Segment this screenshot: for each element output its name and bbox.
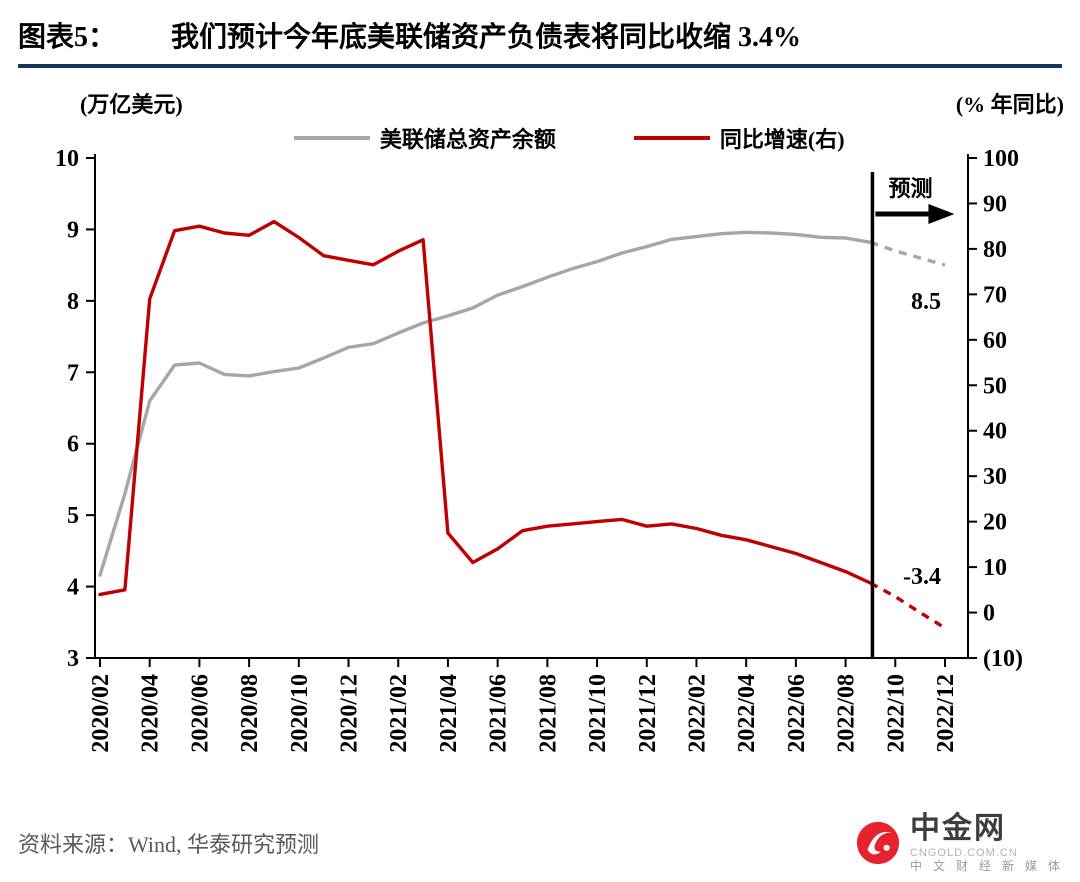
source-note: 资料来源：Wind, 华泰研究预测 xyxy=(18,832,319,858)
legend-label-assets: 美联储总资产余额 xyxy=(379,127,556,152)
svg-text:8: 8 xyxy=(67,289,79,315)
svg-text:2020/10: 2020/10 xyxy=(287,674,313,753)
svg-text:10: 10 xyxy=(983,555,1007,581)
svg-text:2021/06: 2021/06 xyxy=(486,674,512,753)
svg-text:20: 20 xyxy=(983,510,1007,536)
svg-text:2022/06: 2022/06 xyxy=(784,674,810,753)
svg-text:60: 60 xyxy=(983,328,1007,354)
svg-text:2020/04: 2020/04 xyxy=(138,674,164,753)
watermark-logo: 中金网 CNGOLD.COM.CN 中 文 财 经 新 媒 体 xyxy=(855,812,1064,874)
svg-text:2020/12: 2020/12 xyxy=(337,674,363,753)
svg-text:-3.4: -3.4 xyxy=(903,564,941,590)
legend-item-yoy: 同比增速(右) xyxy=(633,122,845,154)
svg-text:50: 50 xyxy=(983,373,1007,399)
svg-text:70: 70 xyxy=(983,282,1007,308)
legend-label-yoy: 同比增速(右) xyxy=(719,127,845,152)
left-axis-unit-label: (万亿美元) xyxy=(80,92,183,117)
title-divider xyxy=(18,64,1062,68)
svg-text:2022/12: 2022/12 xyxy=(933,674,959,753)
chart-svg: 3 4 5 6 7 8 9 10 (10) 0 10 20 30 40 50 60 70 80 90 100 2020/… xyxy=(55,150,1023,753)
figure-number: 图表5： xyxy=(18,22,117,53)
svg-text:2022/08: 2022/08 xyxy=(834,674,860,753)
right-axis-unit-label: (% 年同比) xyxy=(955,92,1064,117)
svg-text:9: 9 xyxy=(67,217,79,243)
svg-text:2021/04: 2021/04 xyxy=(436,674,462,753)
cngold-logo-icon xyxy=(856,821,900,865)
svg-text:2021/02: 2021/02 xyxy=(386,674,412,753)
figure-title: 我们预计今年底美联储资产负债表将同比收缩 3.4% xyxy=(171,22,802,53)
svg-text:10: 10 xyxy=(55,150,79,172)
svg-text:预测: 预测 xyxy=(888,176,932,201)
svg-text:100: 100 xyxy=(983,150,1019,172)
svg-text:40: 40 xyxy=(983,419,1007,445)
chart-header: (万亿美元) 美联储总资产余额 同比增速(右) (% 年同比) xyxy=(80,92,1064,154)
svg-text:7: 7 xyxy=(67,360,79,386)
svg-text:8.5: 8.5 xyxy=(911,289,941,315)
svg-text:2021/10: 2021/10 xyxy=(585,674,611,753)
brand-name: 中金网 xyxy=(909,812,1006,846)
svg-text:3: 3 xyxy=(67,646,79,672)
svg-text:6: 6 xyxy=(67,432,79,458)
svg-text:2020/08: 2020/08 xyxy=(237,674,263,753)
figure-title-row: 图表5： 我们预计今年底美联储资产负债表将同比收缩 3.4% xyxy=(0,0,1080,54)
svg-text:90: 90 xyxy=(983,191,1007,217)
legend: 美联储总资产余额 同比增速(右) xyxy=(293,122,845,154)
svg-text:30: 30 xyxy=(983,464,1007,490)
brand-tagline: 中 文 财 经 新 媒 体 xyxy=(909,859,1064,874)
svg-text:2020/02: 2020/02 xyxy=(88,674,114,753)
svg-text:2020/06: 2020/06 xyxy=(187,674,213,753)
svg-text:2022/10: 2022/10 xyxy=(883,674,909,753)
svg-text:(10): (10) xyxy=(983,646,1023,672)
yoy-line-swatch xyxy=(633,136,710,140)
svg-text:5: 5 xyxy=(67,503,79,529)
svg-text:2022/02: 2022/02 xyxy=(684,674,710,753)
svg-text:80: 80 xyxy=(983,237,1007,263)
footer: 资料来源：Wind, 华泰研究预测 中金网 CNGOLD.COM.CN 中 文 … xyxy=(18,812,1064,874)
svg-text:0: 0 xyxy=(983,601,995,627)
brand-text: 中金网 CNGOLD.COM.CN 中 文 财 经 新 媒 体 xyxy=(910,812,1064,874)
svg-text:4: 4 xyxy=(67,575,79,601)
assets-line-swatch xyxy=(293,136,370,140)
svg-text:2022/04: 2022/04 xyxy=(734,674,760,753)
brand-domain: CNGOLD.COM.CN xyxy=(909,846,1018,859)
legend-item-assets: 美联储总资产余额 xyxy=(293,122,556,154)
svg-text:2021/08: 2021/08 xyxy=(535,674,561,753)
svg-text:2021/12: 2021/12 xyxy=(635,674,661,753)
